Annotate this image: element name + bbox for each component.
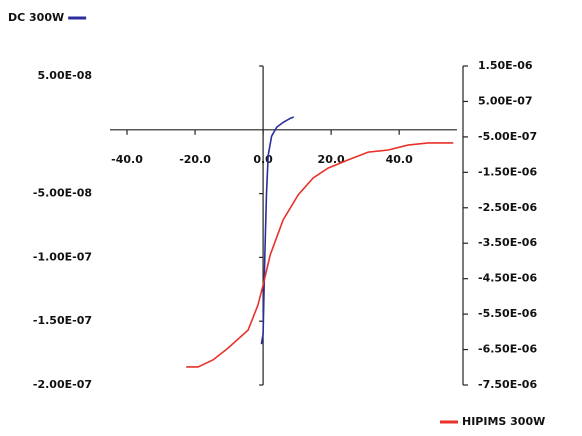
legend-label: DC 300W: [8, 11, 64, 24]
x-tick-label: 0.0: [253, 153, 273, 166]
y-tick-label: -1.00E-07: [33, 250, 92, 263]
x-tick-label: -40.0: [111, 153, 143, 166]
y2-tick-label: -6.50E-06: [478, 343, 537, 356]
y2-tick-label: -4.50E-06: [478, 272, 537, 285]
series-line: [186, 142, 454, 368]
y-tick-label: -1.50E-07: [33, 314, 92, 327]
x-tick-label: -20.0: [179, 153, 211, 166]
y-tick-label: -5.00E-08: [33, 187, 92, 200]
y2-tick-label: -5.50E-06: [478, 307, 537, 320]
legend-label: HIPIMS 300W: [462, 415, 545, 428]
y2-tick-label: 5.00E-07: [478, 94, 533, 107]
y-tick-label: -2.00E-07: [33, 378, 92, 391]
y2-tick-label: -3.50E-06: [478, 236, 537, 249]
x-tick-label: 20.0: [318, 153, 345, 166]
y2-tick-label: -1.50E-06: [478, 165, 537, 178]
y2-tick-label: -5.00E-07: [478, 130, 537, 143]
series-line: [260, 116, 294, 345]
y-tick-label: 5.00E-08: [37, 69, 92, 82]
x-tick-label: 40.0: [386, 153, 413, 166]
y2-tick-label: 1.50E-06: [478, 59, 533, 72]
y2-tick-label: -2.50E-06: [478, 201, 537, 214]
y2-tick-label: -7.50E-06: [478, 378, 537, 391]
